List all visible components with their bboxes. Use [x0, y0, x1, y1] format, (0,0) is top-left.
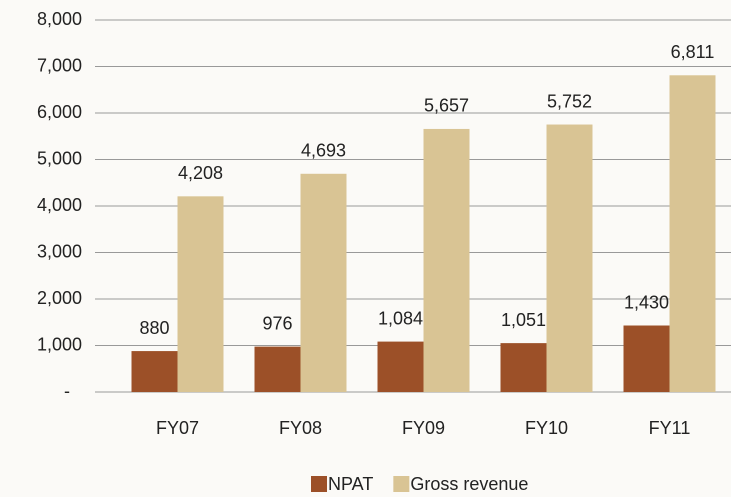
y-tick-label: 5,000 — [37, 148, 82, 168]
x-tick-label: FY09 — [402, 418, 445, 438]
value-label: 6,811 — [671, 42, 715, 62]
x-tick-label: FY07 — [156, 418, 199, 438]
y-tick-label: 4,000 — [37, 195, 82, 215]
value-label: 5,752 — [547, 91, 592, 111]
bar — [377, 341, 424, 392]
y-tick-label: - — [64, 381, 70, 401]
value-label: 1,051 — [501, 310, 546, 330]
y-tick-label: 7,000 — [37, 55, 82, 75]
y-tick-label: 3,000 — [37, 241, 82, 261]
legend-label: NPAT — [328, 474, 373, 494]
bar — [546, 124, 593, 393]
x-tick-label: FY08 — [279, 418, 322, 438]
legend-swatch — [311, 476, 327, 492]
bar — [177, 196, 224, 392]
value-label: 5,657 — [424, 96, 469, 116]
legend-swatch — [393, 476, 410, 492]
value-label: 976 — [262, 313, 292, 333]
bar — [500, 343, 547, 392]
value-label: 1,084 — [378, 308, 423, 328]
x-tick-label: FY10 — [525, 418, 568, 438]
bar — [623, 325, 670, 392]
bar — [131, 351, 178, 392]
x-tick-label: FY11 — [649, 418, 691, 438]
value-label: 4,693 — [301, 141, 346, 161]
value-label: 1,430 — [624, 292, 669, 312]
y-tick-label: 6,000 — [37, 102, 82, 122]
legend-label: Gross revenue — [410, 474, 528, 494]
value-label: 4,208 — [178, 163, 223, 183]
y-tick-label: 2,000 — [37, 288, 82, 308]
bar — [423, 128, 470, 392]
bar — [300, 173, 347, 392]
y-tick-label: 1,000 — [37, 334, 82, 354]
bar — [254, 346, 301, 392]
value-label: 880 — [139, 318, 169, 338]
bar — [669, 75, 716, 392]
y-tick-label: 8,000 — [37, 9, 82, 29]
